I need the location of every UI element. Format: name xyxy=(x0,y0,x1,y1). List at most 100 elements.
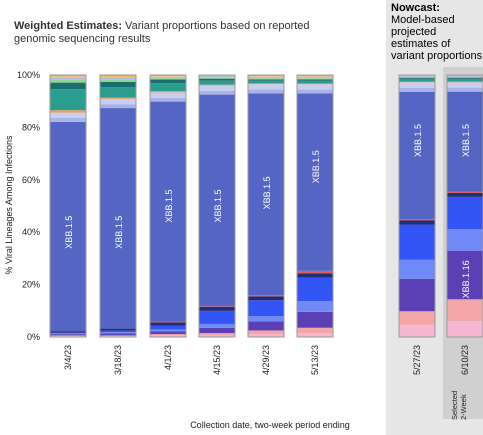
bar-segment xyxy=(50,117,86,122)
bar-segment xyxy=(100,332,136,334)
bar-segment xyxy=(199,90,235,95)
bar-segment xyxy=(199,78,235,81)
bar-segment xyxy=(447,91,483,192)
bar-segment xyxy=(150,76,186,77)
bar-segment xyxy=(248,330,284,335)
bar-segment xyxy=(447,78,483,82)
bar-segment xyxy=(248,321,284,331)
bar-segment xyxy=(150,76,186,79)
chart-title: Weighted Estimates: Variant proportions … xyxy=(14,20,344,46)
bar-segment xyxy=(100,87,136,98)
bar-segment xyxy=(447,87,483,92)
bar-segment xyxy=(248,93,284,296)
x-tick-label: 4/1/23 xyxy=(163,345,173,370)
bar-segment xyxy=(248,296,284,301)
bar-segment xyxy=(100,104,136,109)
bar-segment xyxy=(248,83,284,85)
bar-segment xyxy=(447,75,483,77)
bar-segment xyxy=(199,80,235,85)
bar-segment xyxy=(399,220,435,225)
x-tick-label: 3/18/23 xyxy=(113,345,123,375)
bar-segment xyxy=(150,335,186,337)
bar-segment xyxy=(150,79,186,84)
x-axis-label: Collection date, two-week period ending xyxy=(190,420,350,430)
bar-segment xyxy=(248,89,284,94)
bar-segment xyxy=(399,219,435,221)
bar-segment xyxy=(150,334,186,336)
bar-segment xyxy=(399,76,435,77)
bar-segment xyxy=(199,94,235,307)
bar-segment xyxy=(399,324,435,337)
bar-segment xyxy=(199,327,235,334)
bar-segment xyxy=(50,79,86,83)
bar-variant-label: XBB.1.5 xyxy=(213,189,223,222)
bar-segment xyxy=(399,278,435,312)
bar-segment xyxy=(297,333,333,337)
y-tick-label: 80% xyxy=(22,122,40,132)
bar-segment xyxy=(199,77,235,79)
bar-segment xyxy=(248,76,284,77)
bar-segment xyxy=(50,89,86,111)
chart-title-rest: Variant proportions based on reported ge… xyxy=(14,20,310,45)
bar-segment xyxy=(399,78,435,82)
x-tick-label: 3/4/23 xyxy=(63,345,73,370)
bar-segment xyxy=(248,334,284,337)
bar-segment xyxy=(297,78,333,80)
bar-segment xyxy=(199,306,235,307)
selected-week-note: Selected2-Week xyxy=(450,391,468,420)
bar-variant-label: XBB.1.5 xyxy=(413,124,423,157)
bar-segment xyxy=(447,77,483,79)
y-tick-label: 20% xyxy=(22,280,40,290)
y-tick-label: 60% xyxy=(22,175,40,185)
bar-segment xyxy=(447,250,483,300)
bar-5-13-23 xyxy=(296,74,334,338)
bar-segment xyxy=(399,75,435,77)
selected-note-line: 2-Week xyxy=(459,394,468,420)
bar-segment xyxy=(399,311,435,325)
bar-segment xyxy=(297,273,333,278)
bar-segment xyxy=(100,328,136,331)
bar-segment xyxy=(399,87,435,92)
bar-3-4-23 xyxy=(49,74,87,338)
selected-note-text: Selected2-Week xyxy=(450,391,468,420)
bar-segment xyxy=(100,97,136,99)
bar-segment xyxy=(399,91,435,220)
bar-segment xyxy=(248,84,284,90)
bar-segment xyxy=(399,77,435,79)
bar-segment xyxy=(150,78,186,80)
bar-outline xyxy=(398,74,436,338)
x-tick-label: 4/29/23 xyxy=(261,345,271,375)
bar-segment xyxy=(248,78,284,80)
x-tick-label: 6/10/23 xyxy=(460,345,470,375)
bar-6-10-23 xyxy=(446,74,483,338)
bar-segment xyxy=(399,259,435,279)
bar-segment xyxy=(50,332,86,334)
bar-segment xyxy=(399,76,435,78)
bar-segment xyxy=(248,316,284,322)
bar-segment xyxy=(150,75,186,77)
bar-outline xyxy=(247,74,285,338)
bar-segment xyxy=(50,75,86,77)
bar-segment xyxy=(50,335,86,337)
x-tick-label: 4/15/23 xyxy=(212,345,222,375)
bar-outline xyxy=(49,74,87,338)
bar-outline xyxy=(198,74,236,338)
bar-segment xyxy=(297,327,333,334)
bar-segment xyxy=(50,333,86,335)
bar-segment xyxy=(447,299,483,321)
bar-segment xyxy=(447,82,483,88)
bar-segment xyxy=(199,310,235,324)
bar-4-15-23 xyxy=(198,74,236,338)
bar-segment xyxy=(248,80,284,84)
bar-segment xyxy=(100,79,136,82)
bar-segment xyxy=(150,325,186,330)
bar-segment xyxy=(297,277,333,302)
bar-segment xyxy=(50,334,86,336)
bar-segment xyxy=(150,97,186,102)
bar-segment xyxy=(199,306,235,311)
bar-segment xyxy=(150,321,186,323)
bar-3-18-23 xyxy=(99,74,137,338)
bar-variant-label: XBB.1.5 xyxy=(64,216,74,249)
bar-segment xyxy=(447,196,483,230)
